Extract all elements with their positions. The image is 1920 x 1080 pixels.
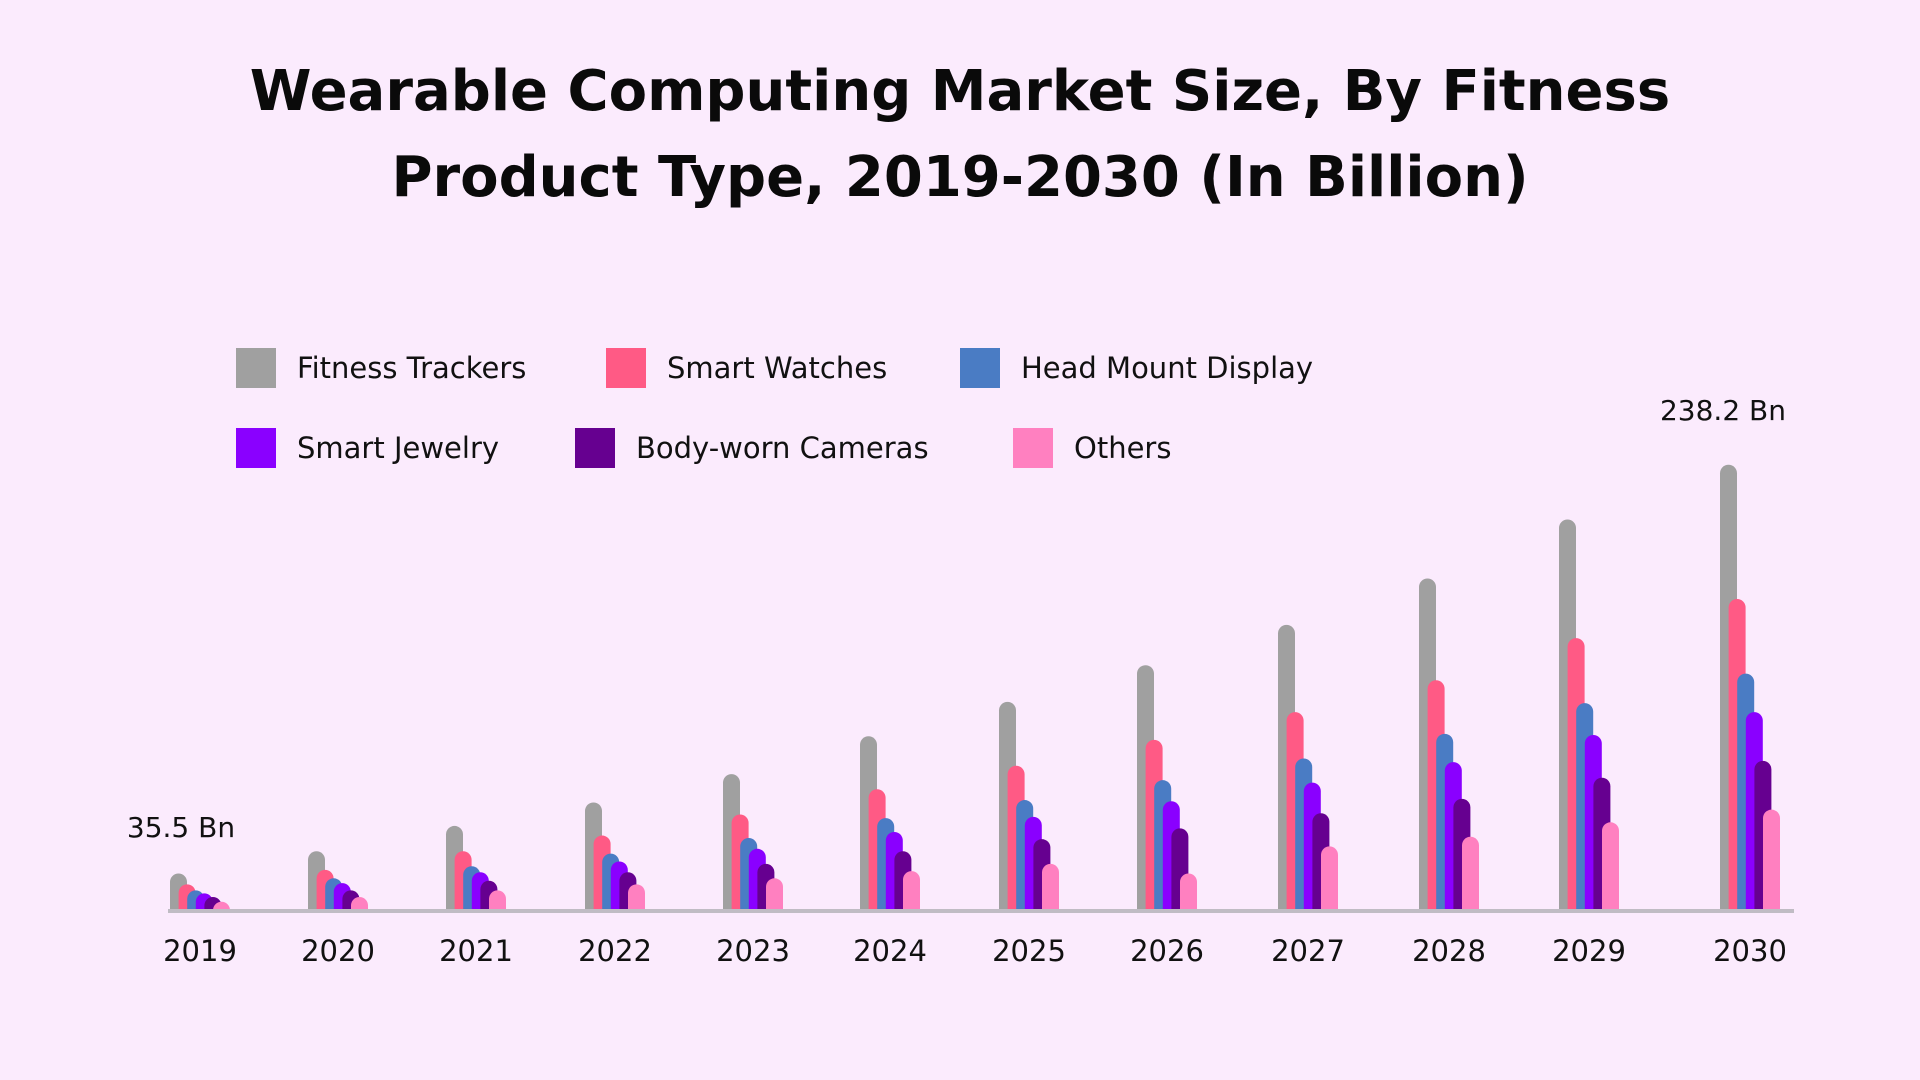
bar-2024-5 bbox=[903, 871, 920, 909]
x-tick-label: 2030 bbox=[1713, 934, 1787, 968]
x-tick-label: 2021 bbox=[439, 934, 513, 968]
legend-swatch bbox=[575, 428, 615, 468]
legend-swatch bbox=[1013, 428, 1053, 468]
annotations: 35.5 Bn 238.2 Bn bbox=[127, 394, 1786, 844]
bar-2022-5 bbox=[628, 884, 645, 909]
x-tick-label: 2027 bbox=[1271, 934, 1345, 968]
x-tick-label: 2029 bbox=[1552, 934, 1626, 968]
bar-2025-5 bbox=[1042, 863, 1059, 909]
legend-label: Body-worn Cameras bbox=[636, 431, 929, 465]
legend-label: Others bbox=[1074, 431, 1171, 465]
bar-2026-5 bbox=[1180, 873, 1197, 909]
bar-2021-5 bbox=[489, 890, 506, 909]
legend-swatch bbox=[236, 348, 276, 388]
legend-label: Smart Jewelry bbox=[297, 431, 499, 465]
legend-swatch bbox=[960, 348, 1000, 388]
bar-2023-5 bbox=[766, 878, 783, 909]
chart-title-line-2: Product Type, 2019-2030 (In Billion) bbox=[391, 145, 1528, 210]
x-tick-label: 2023 bbox=[716, 934, 790, 968]
chart-title-line-1: Wearable Computing Market Size, By Fitne… bbox=[250, 59, 1670, 124]
x-tick-label: 2025 bbox=[992, 934, 1066, 968]
x-tick-label: 2022 bbox=[578, 934, 652, 968]
x-tick-label: 2026 bbox=[1130, 934, 1204, 968]
bar-2029-5 bbox=[1602, 822, 1619, 909]
bar-2028-5 bbox=[1462, 836, 1479, 909]
legend-swatch bbox=[236, 428, 276, 468]
total-annotation: 35.5 Bn bbox=[127, 811, 235, 844]
x-axis-ticks: 2019 2020 2021 2022 2023 2024 2025 2026 2027 2028… bbox=[163, 934, 1787, 968]
legend: Fitness Trackers Smart Watches Head Mount … bbox=[236, 348, 1313, 468]
legend-label: Fitness Trackers bbox=[297, 351, 526, 385]
x-tick-label: 2020 bbox=[301, 934, 375, 968]
x-tick-label: 2028 bbox=[1412, 934, 1486, 968]
legend-swatch bbox=[606, 348, 646, 388]
bar-2019-5 bbox=[213, 901, 230, 911]
legend-label: Head Mount Display bbox=[1021, 351, 1313, 385]
x-tick-label: 2019 bbox=[163, 934, 237, 968]
bars bbox=[170, 464, 1780, 911]
total-annotation: 238.2 Bn bbox=[1660, 394, 1786, 427]
bar-2027-5 bbox=[1321, 846, 1338, 909]
bar-2020-5 bbox=[351, 896, 368, 909]
bar-2030-5 bbox=[1763, 809, 1780, 909]
x-tick-label: 2024 bbox=[853, 934, 927, 968]
legend-label: Smart Watches bbox=[667, 351, 887, 385]
